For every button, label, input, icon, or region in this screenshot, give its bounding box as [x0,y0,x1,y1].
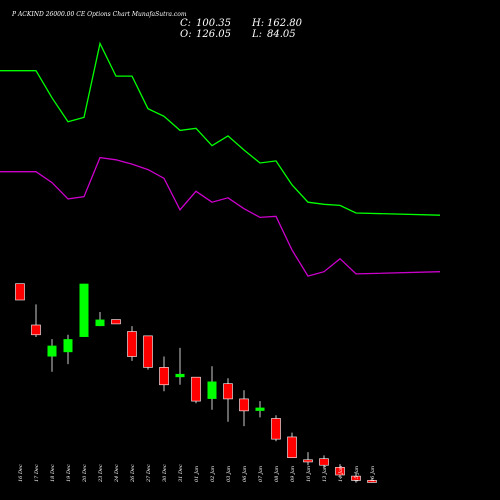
date-tick-label: 03 Jan [226,466,232,482]
ohlc-readout: C: 100.35 O: 126.05 H: 162.80 L: 84.05 [180,18,303,40]
high-value: 162.80 [267,18,303,29]
candle-body [31,324,41,336]
date-tick-label: 13 Jan [322,466,328,482]
low-value: 84.05 [267,29,296,40]
candle-body [367,480,377,483]
date-tick-label: 27 Dec [146,464,152,483]
date-tick-label: 30 Dec [162,464,168,482]
ma-fast-line [0,41,441,216]
candle [287,432,297,458]
candle-body [79,283,89,337]
candle [63,334,73,365]
date-tick-label: 01 Jan [194,466,200,482]
candle-body [111,319,121,325]
close-value: 100.35 [196,18,231,29]
date-tick-label: 24 Dec [114,464,120,483]
candle [79,283,89,337]
candle [15,283,25,301]
candle-body [15,283,25,301]
candle [319,455,329,469]
candle [143,335,153,370]
open-label: O: [180,29,192,40]
date-tick-label: 19 Dec [66,464,72,482]
date-tick-label: 23 Dec [98,464,104,483]
candle-body [63,339,73,353]
candle [351,472,361,483]
date-tick-label: 17 Dec [34,464,40,482]
close-label: C: [180,18,191,29]
candle-body [223,383,233,400]
candle [127,326,137,361]
candle [207,366,217,410]
date-axis: 16 Dec 17 Dec 18 Dec 19 Dec 20 Dec 23 Dec 24 D… [18,464,376,483]
candle-body [303,459,313,463]
candle-body [207,381,217,399]
date-tick-label: 16 Jan [370,466,376,482]
candle-body [271,418,281,440]
candle [47,339,57,372]
date-tick-label: 10 Jan [306,466,312,482]
date-tick-label: 08 Jan [274,466,280,482]
candle [239,390,249,427]
candle [111,319,121,325]
candle [175,347,185,385]
candle-body [191,376,201,402]
candle-body [143,335,153,368]
candle [367,478,377,483]
candle [191,376,201,404]
candle-body [287,436,297,458]
candle [255,401,265,418]
candle-body [239,398,249,412]
candle [95,311,105,327]
date-tick-label: 18 Dec [50,464,56,482]
candle [271,415,281,442]
date-tick-label: 31 Dec [178,464,184,482]
low-label: L: [251,29,262,40]
ma-slow-line [0,156,441,277]
candle-body [255,407,265,411]
open-value: 126.05 [196,29,231,40]
candle [159,356,169,392]
date-tick-label: 16 Dec [18,464,24,482]
date-tick-label: 14 Jan [338,466,344,482]
moving-averages [0,41,441,277]
candle [223,378,233,422]
candle-body [319,458,329,466]
date-tick-label: 15 Jan [354,466,360,482]
date-tick-label: 02 Jan [210,466,216,482]
candle-body [175,373,185,378]
date-tick-label: 09 Jan [290,466,296,482]
chart-title: P ACKIND 26000.00 CE Options Chart Munaf… [11,11,187,18]
candles [15,283,377,483]
candle-body [95,319,105,327]
high-label: H: [251,18,264,29]
candle-body [159,367,169,386]
date-tick-label: 20 Dec [82,464,88,483]
date-tick-label: 26 Dec [130,464,136,483]
candle-body [47,345,57,357]
candle [31,304,41,337]
candle [303,452,313,466]
candle-body [351,475,361,481]
date-tick-label: 06 Jan [242,466,248,482]
candle-body [335,467,345,476]
candle-body [127,331,137,357]
candle [335,464,345,477]
date-tick-label: 07 Jan [258,466,264,482]
